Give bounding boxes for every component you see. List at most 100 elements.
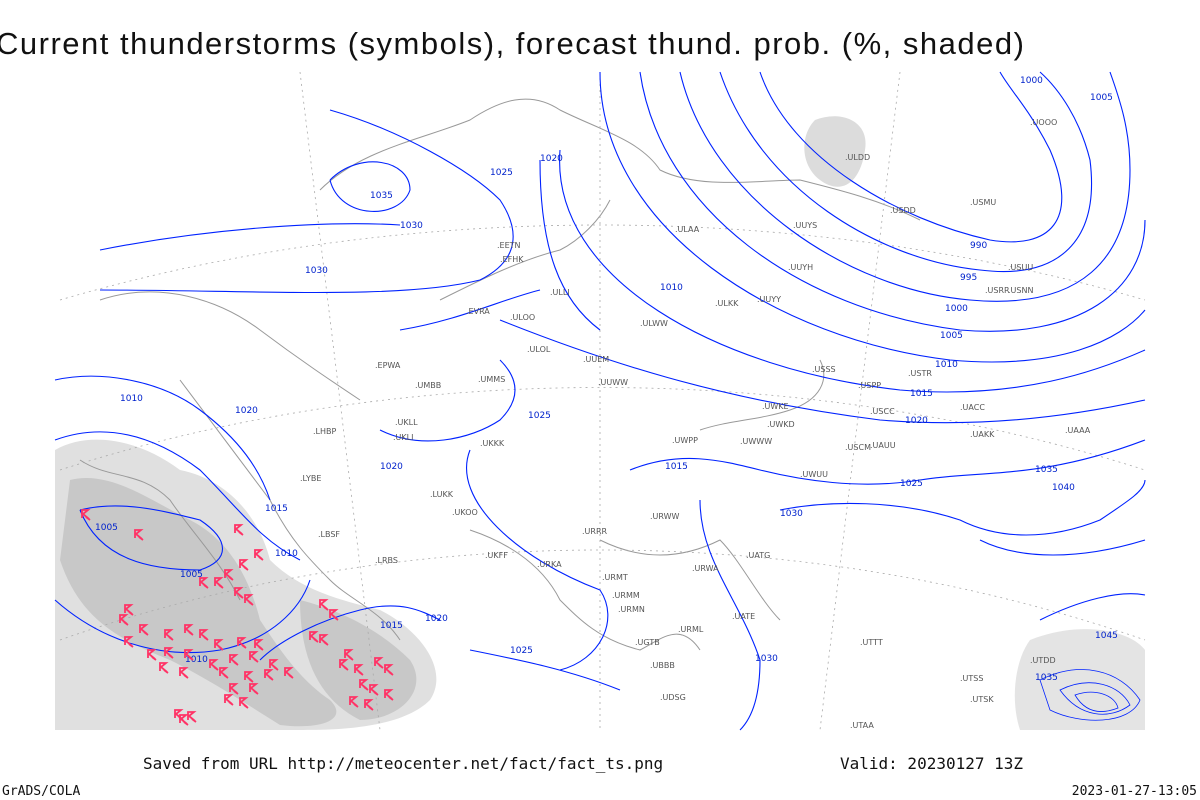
thunderstorm-symbol: [339, 659, 349, 671]
thunderstorm-symbol: [209, 659, 219, 671]
thunderstorm-symbol: [187, 711, 197, 723]
station-label: .UWPP: [672, 436, 698, 445]
thunderstorm-symbol: [344, 649, 354, 661]
station-label: .EVRA: [466, 307, 490, 316]
station-label: .UUWW: [598, 378, 628, 387]
thunderstorm-symbol: [214, 577, 224, 589]
dense-isobars-southeast: [1039, 669, 1141, 721]
isobar-label: 1020: [425, 614, 448, 624]
thunderstorm-symbol: [81, 509, 91, 521]
thunderstorm-symbol: [147, 649, 157, 661]
thunderstorm-symbol: [244, 671, 254, 683]
isobar-label: 995: [960, 273, 977, 283]
isobar-label: 1010: [275, 549, 298, 559]
thunderstorm-symbol: [239, 697, 249, 709]
station-label: .URMT: [602, 573, 628, 582]
station-label: .USDD: [890, 206, 916, 215]
station-label: .UMMS: [478, 375, 505, 384]
thunderstorm-symbol: [354, 664, 364, 676]
thunderstorm-symbol: [119, 614, 129, 626]
station-label: .ULWW: [640, 319, 668, 328]
thunderstorm-symbol: [234, 587, 244, 599]
thunderstorm-symbol: [269, 659, 279, 671]
thunderstorm-symbol: [329, 609, 339, 621]
station-label: .UDSG: [660, 693, 686, 702]
station-label: .EETN: [497, 241, 521, 250]
station-label: .EFHK: [500, 255, 524, 264]
isobar-label: 1010: [120, 394, 143, 404]
station-label: .UUYS: [793, 221, 817, 230]
station-label: .URRR: [582, 527, 608, 536]
thunderstorm-symbol: [219, 667, 229, 679]
station-label: .UKKK: [480, 439, 505, 448]
station-label: .UTDD: [1030, 656, 1056, 665]
generated-timestamp: 2023-01-27-13:05: [1071, 784, 1197, 799]
thunderstorm-symbol: [264, 669, 274, 681]
station-label: .LRBS: [375, 556, 398, 565]
thunderstorm-symbol: [134, 529, 144, 541]
thunderstorm-symbol: [229, 683, 239, 695]
station-label: .URWW: [650, 512, 680, 521]
isobar-label: 1000: [1020, 76, 1043, 86]
station-label: .UBBB: [650, 661, 675, 670]
station-label: .UOOO: [1030, 118, 1057, 127]
thunderstorm-symbol: [224, 569, 234, 581]
thunderstorm-symbol: [184, 624, 194, 636]
thunderstorm-symbol: [284, 667, 294, 679]
station-label: .UKLI: [393, 433, 413, 442]
thunderstorm-symbol: [237, 637, 247, 649]
isobar-label: 1035: [370, 191, 393, 201]
thunderstorm-symbol: [384, 664, 394, 676]
thunderstorm-symbol: [164, 647, 174, 659]
station-label: .ULAA: [675, 225, 700, 234]
chart-title: Current thunderstorms (symbols), forecas…: [0, 26, 1026, 61]
thunderstorm-symbol: [224, 694, 234, 706]
station-label: .USPP: [858, 381, 881, 390]
isobar-label: 1025: [510, 646, 533, 656]
station-label: .USCC: [870, 407, 895, 416]
isobar-label: 1045: [1095, 631, 1118, 641]
station-label: .ULOL: [527, 345, 551, 354]
station-label: .UKLL: [395, 418, 418, 427]
station-label: .URKA: [537, 560, 562, 569]
isobar-label: 1020: [380, 462, 403, 472]
isobar-label: 1005: [1090, 93, 1113, 103]
station-label: .USRR: [985, 286, 1010, 295]
coastlines: [79, 98, 921, 651]
station-label: .USCM: [845, 443, 871, 452]
isobar-label: 1000: [945, 304, 968, 314]
station-label: .UMBB: [415, 381, 441, 390]
station-label: .URMN: [618, 605, 645, 614]
thunderstorm-symbol: [164, 629, 174, 641]
station-label: .UTSK: [970, 695, 994, 704]
isobar-label: 1005: [95, 523, 118, 533]
thunderstorm-symbol: [199, 577, 209, 589]
thunderstorm-symbol: [374, 657, 384, 669]
thunderstorm-symbol: [319, 599, 329, 611]
station-label: .ULLI: [550, 288, 570, 297]
station-label: .USUU: [1008, 263, 1033, 272]
thunderstorm-symbol: [234, 524, 244, 536]
isobar-label: 1020: [905, 416, 928, 426]
isobar-label: 1015: [265, 504, 288, 514]
station-label: .UATG: [746, 551, 770, 560]
isobar-label: 1040: [1052, 483, 1075, 493]
thunderstorm-symbol: [239, 559, 249, 571]
thunderstorm-symbol: [244, 594, 254, 606]
thunderstorm-symbol: [254, 639, 264, 651]
station-label: .UATE: [732, 612, 755, 621]
isobar-label: 1015: [910, 389, 933, 399]
isobar-label: 1010: [660, 283, 683, 293]
station-label: .ULKK: [715, 299, 739, 308]
thunderstorm-symbol: [359, 679, 369, 691]
station-label: .ULOO: [510, 313, 535, 322]
station-label: .UGTB: [635, 638, 660, 647]
thunderstorm-symbol: [364, 699, 374, 711]
station-label: .USNN: [1008, 286, 1033, 295]
thunderstorm-symbol: [159, 662, 169, 674]
isobar-label: 1025: [900, 479, 923, 489]
isobar-label: 1005: [940, 331, 963, 341]
station-label: .UUYH: [788, 263, 813, 272]
thunderstorm-symbol: [229, 654, 239, 666]
thunderstorm-symbol: [214, 639, 224, 651]
